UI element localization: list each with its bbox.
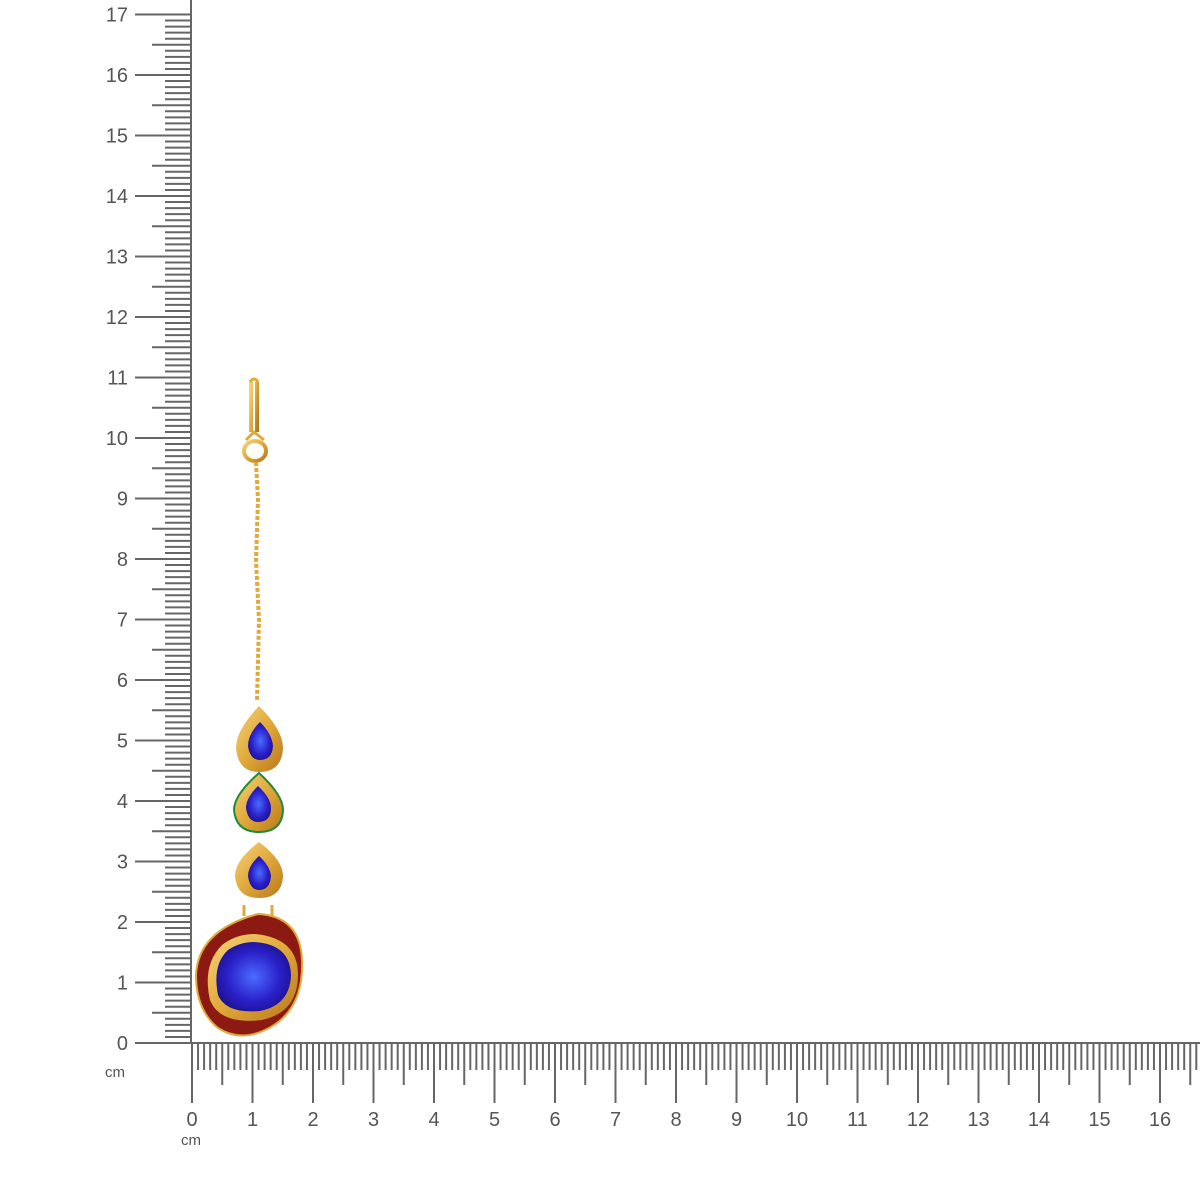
vertical-tick-label: 13 (106, 247, 128, 269)
horizontal-tick-label: 16 (1149, 1109, 1171, 1131)
pendant (194, 905, 304, 1037)
vertical-tick-label: 16 (106, 65, 128, 87)
horizontal-tick-label: 8 (670, 1109, 681, 1131)
vertical-tick-label: 11 (107, 368, 128, 390)
horizontal-tick-label: 3 (368, 1109, 379, 1131)
vertical-tick-label: 15 (106, 126, 128, 148)
hook (242, 377, 268, 463)
chain (253, 461, 262, 701)
horizontal-tick-label: 15 (1088, 1109, 1110, 1131)
vertical-tick-label: 4 (117, 791, 128, 813)
teardrop-stones (232, 706, 285, 898)
vertical-tick-label: 10 (106, 428, 128, 450)
horizontal-tick-label: 13 (967, 1109, 989, 1131)
horizontal-unit-label: cm (181, 1132, 201, 1149)
vertical-tick-label: 8 (117, 549, 128, 571)
horizontal-tick-label: 5 (489, 1109, 500, 1131)
horizontal-tick-label: 4 (428, 1109, 439, 1131)
horizontal-ruler: 0 1 2 3 4 5 6 7 8 9 10 11 12 13 14 15 16 (186, 1042, 1200, 1131)
horizontal-tick-label: 2 (307, 1109, 318, 1131)
horizontal-tick-label: 0 (186, 1109, 197, 1131)
horizontal-tick-label: 6 (549, 1109, 560, 1131)
horizontal-tick-label: 11 (847, 1109, 868, 1131)
vertical-tick-label: 12 (106, 307, 128, 329)
horizontal-tick-label: 14 (1028, 1109, 1050, 1131)
vertical-tick-label: 6 (117, 670, 128, 692)
horizontal-tick-label: 10 (786, 1109, 808, 1131)
vertical-tick-label: 14 (106, 186, 128, 208)
horizontal-tick-label: 1 (247, 1109, 258, 1131)
vertical-tick-label: 17 (106, 5, 128, 27)
vertical-tick-label: 3 (117, 852, 128, 874)
vertical-tick-label: 9 (117, 489, 128, 511)
horizontal-tick-label: 9 (731, 1109, 742, 1131)
vertical-tick-label: 7 (117, 610, 128, 632)
vertical-unit-label: cm (105, 1064, 125, 1081)
vertical-tick-label: 1 (117, 973, 128, 995)
horizontal-tick-label: 12 (907, 1109, 929, 1131)
horizontal-tick-label: 7 (610, 1109, 621, 1131)
vertical-tick-label: 5 (117, 731, 128, 753)
vertical-tick-label: 0 (117, 1033, 128, 1055)
vertical-tick-label: 2 (117, 912, 128, 934)
